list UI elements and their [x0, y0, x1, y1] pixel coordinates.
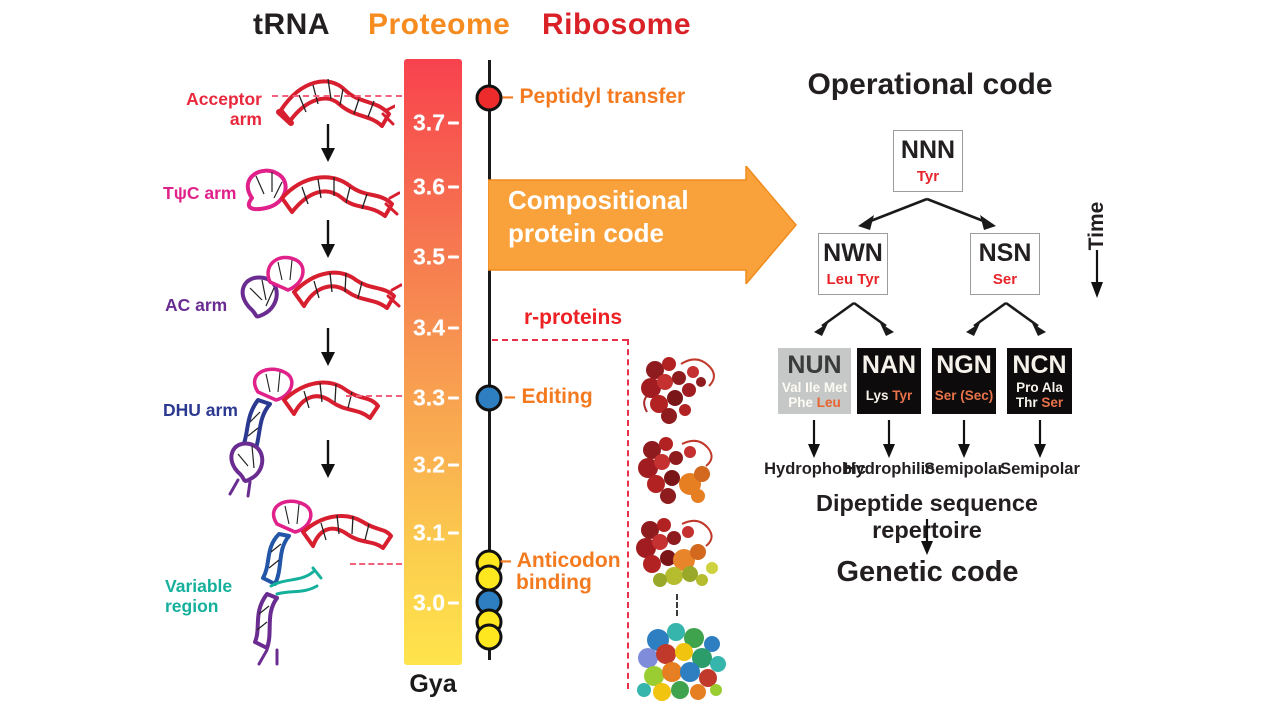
compositional-code-arrow	[488, 166, 797, 284]
down-arrow-nun	[808, 420, 820, 458]
event-label-peptidyl-transfer: – Peptidyl transfer	[502, 85, 686, 108]
codon-box-nwn: NWN Leu Tyr	[818, 233, 888, 295]
stage-arrow-4	[321, 440, 335, 478]
stage-arrow-2	[321, 220, 335, 258]
codon-box-nsn: NSN Ser	[970, 233, 1040, 295]
r-proteins-bracket-vertical	[627, 339, 629, 689]
marker-peptidyl-transfer	[475, 84, 503, 112]
branch-arrows-nwn	[814, 301, 894, 336]
connector-variable-dashed-line	[350, 563, 402, 565]
label-acceptor-arm: Acceptor arm	[186, 89, 262, 130]
r-protein-structure-1	[641, 357, 715, 424]
marker-anticodon-2	[475, 564, 503, 592]
ncn-amino-acids: Pro Ala Thr Ser	[1015, 379, 1064, 410]
header-ribosome: Ribosome	[542, 8, 692, 41]
down-arrow-genetic-code	[921, 519, 933, 555]
genetic-code-label: Genetic code	[836, 556, 1019, 588]
tick-3-7: 3.7	[413, 110, 459, 137]
r-protein-structure-3	[636, 518, 718, 587]
trna-structure-acceptor-arm	[276, 78, 395, 128]
r-proteins-bracket-horizontal	[492, 339, 628, 341]
codon-box-nan: NAN Lys Tyr	[857, 348, 921, 414]
gya-axis-unit-label: Gya	[409, 670, 457, 698]
marker-anticodon-5	[475, 623, 503, 651]
assembly-dashed-connector	[676, 594, 678, 616]
category-label-hydrophilic: Hydrophilic	[843, 460, 935, 478]
tick-3-2: 3.2	[413, 452, 459, 479]
connector-dhu-dashed-line	[346, 395, 402, 397]
event-label-anticodon-binding: – Anticodon binding	[500, 549, 621, 595]
header-trna: tRNA	[253, 8, 330, 41]
down-arrow-nan	[883, 420, 895, 458]
stage-arrow-3	[321, 328, 335, 366]
time-axis-arrow	[1091, 250, 1103, 298]
compositional-code-arrow-text: Compositional protein code	[508, 185, 689, 248]
down-arrow-ngn	[958, 420, 970, 458]
codon-box-ngn: NGN Ser (Sec)	[932, 348, 996, 414]
trna-structure-variable-region	[253, 499, 393, 666]
label-dhu-arm: DHU arm	[163, 400, 238, 420]
ribosome-timeline-axis	[488, 60, 491, 660]
header-proteome: Proteome	[368, 8, 511, 41]
event-label-editing: – Editing	[504, 385, 593, 408]
ngn-amino-acids: Ser (Sec)	[934, 387, 994, 403]
label-variable-region: Variable region	[165, 576, 233, 617]
down-arrow-ncn	[1034, 420, 1046, 458]
category-label-semipolar-2: Semipolar	[1000, 460, 1080, 478]
tick-3-1: 3.1	[413, 520, 459, 547]
marker-editing	[475, 384, 503, 412]
gya-gradient-bar: 3.7 3.6 3.5 3.4 3.3 3.2 3.1 3.0	[404, 59, 462, 665]
codon-box-nnn: NNN Tyr	[893, 130, 963, 192]
trna-structure-ac-arm	[240, 255, 402, 319]
tick-3-0: 3.0	[413, 590, 459, 617]
label-ac-arm: AC arm	[165, 295, 228, 315]
stage-arrow-1	[321, 124, 335, 162]
nun-amino-acids: Val Ile Met Phe Leu	[781, 379, 848, 410]
r-proteins-label: r-proteins	[524, 306, 623, 329]
label-tpsic-arm: TψC arm	[163, 183, 237, 203]
codon-box-nun: NUN Val Ile Met Phe Leu	[778, 348, 851, 414]
r-protein-structure-2	[638, 437, 713, 504]
trna-structure-dhu-arm	[228, 367, 380, 498]
r-protein-structure-ribosome-assembled	[637, 623, 726, 701]
nan-amino-acids: Lys Tyr	[865, 387, 913, 403]
category-label-semipolar-1: Semipolar	[924, 460, 1004, 478]
branch-arrows-nsn	[966, 301, 1046, 336]
category-label-hydrophobic: Hydrophobic	[764, 460, 866, 478]
trna-structure-tpsic-arm	[245, 168, 400, 218]
operational-code-title: Operational code	[807, 68, 1053, 101]
codon-box-ncn: NCN Pro Ala Thr Ser	[1007, 348, 1072, 414]
tick-3-4: 3.4	[413, 315, 459, 342]
tick-3-3: 3.3	[413, 385, 459, 412]
tick-3-6: 3.6	[413, 174, 459, 201]
connector-acceptor-dashed-line	[272, 95, 402, 97]
tick-3-5: 3.5	[413, 244, 459, 271]
branch-arrows-nnn	[858, 197, 996, 230]
